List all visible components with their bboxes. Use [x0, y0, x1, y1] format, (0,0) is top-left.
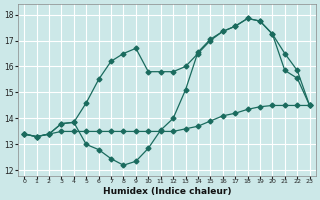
X-axis label: Humidex (Indice chaleur): Humidex (Indice chaleur)	[103, 187, 231, 196]
